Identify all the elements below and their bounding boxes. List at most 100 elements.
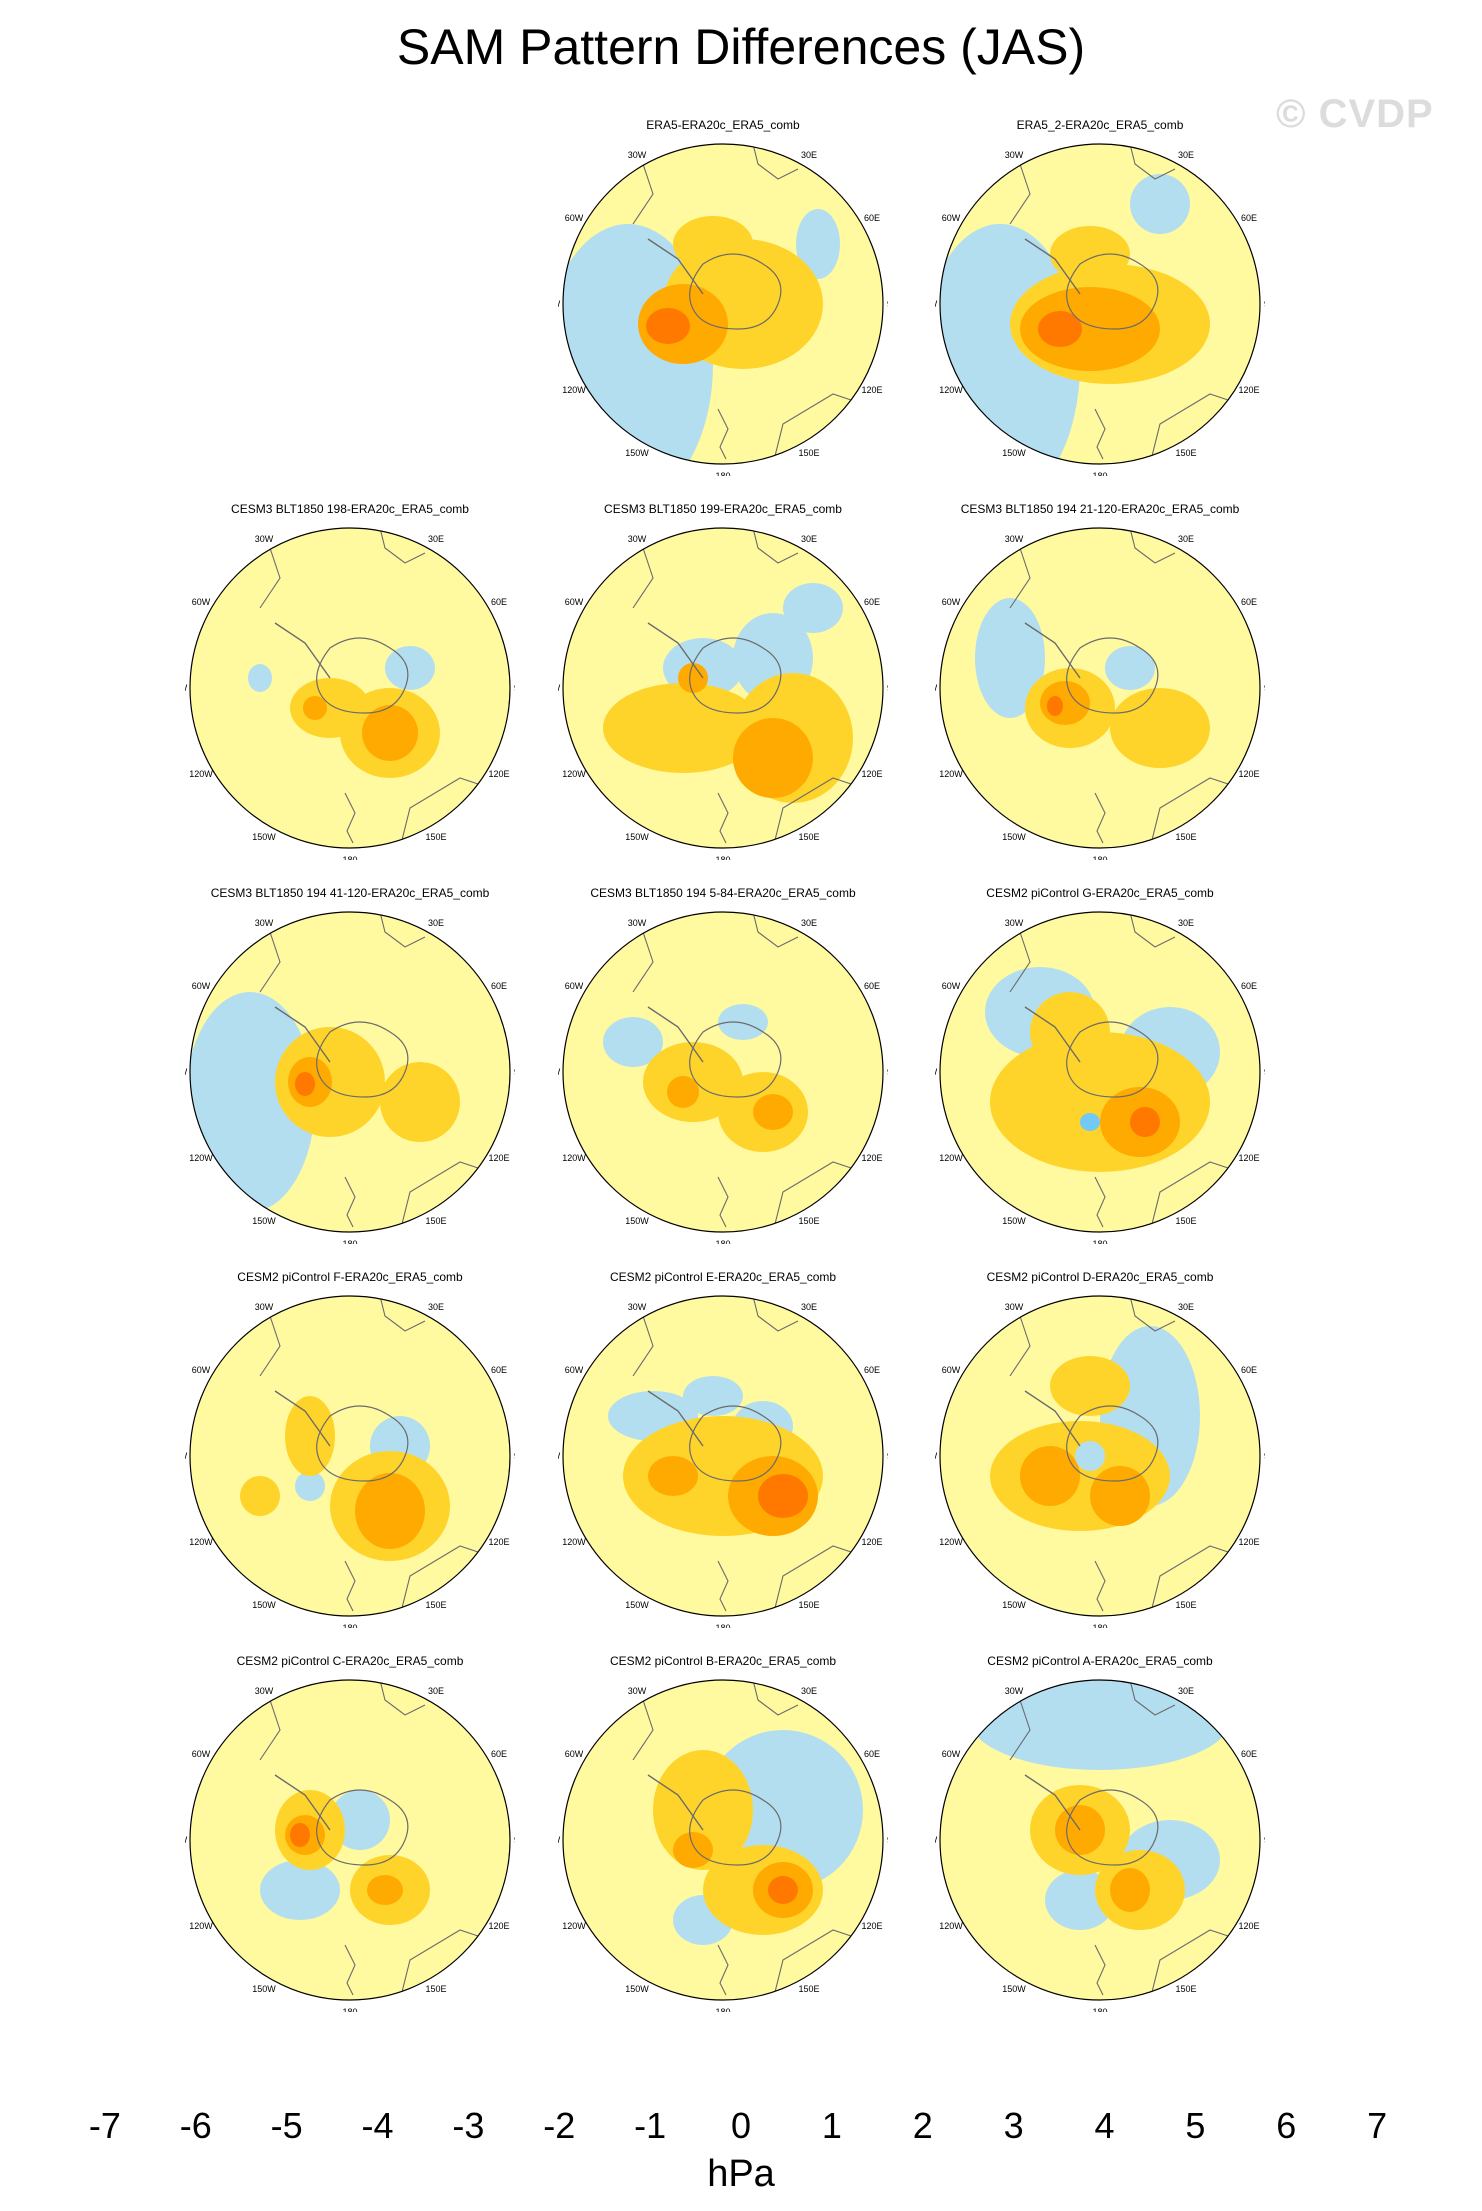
longitude-label: 30E (428, 1302, 444, 1312)
longitude-label: 60W (565, 213, 584, 223)
map-panel: ERA5-ERA20c_ERA5_comb 0 30E 60E 90E 120E 150E 1… (558, 118, 888, 476)
longitude-label: 60E (1241, 981, 1257, 991)
contour-fill (1020, 1446, 1080, 1506)
map-panel: CESM3 BLT1850 194 21-120-ERA20c_ERA5_com… (935, 502, 1265, 860)
longitude-label: 90E (1264, 683, 1265, 693)
contour-fill (768, 1876, 798, 1904)
new-zealand-coastline (344, 1944, 356, 1996)
africa-coastline (379, 912, 426, 948)
longitude-label: 180 (1092, 855, 1107, 860)
panel-title: CESM3 BLT1850 194 41-120-ERA20c_ERA5_com… (210, 886, 490, 900)
longitude-label: 0 (347, 520, 352, 521)
antarctica-coastline (689, 637, 782, 714)
longitude-label: 180 (1092, 471, 1107, 476)
polar-map: 0 30E 60E 90E 120E 150E 180 150W 120W 90W 60W 30W (558, 904, 888, 1244)
panel-title: CESM3 BLT1850 194 21-120-ERA20c_ERA5_com… (960, 502, 1240, 516)
longitude-label: 60W (942, 213, 961, 223)
cvdp-watermark: © CVDP (1276, 92, 1434, 136)
africa-coastline (752, 912, 799, 948)
longitude-label: 150E (425, 1984, 446, 1994)
polar-map: 0 30E 60E 90E 120E 150E 180 150W 120W 90W 60W 30W (558, 136, 888, 476)
panel-title: CESM2 piControl A-ERA20c_ERA5_comb (987, 1654, 1213, 1668)
colorbar-tick-label: 2 (912, 2105, 933, 2146)
polar-map: 0 30E 60E 90E 120E 150E 180 150W 120W 90W 60W 30W (935, 1672, 1265, 2012)
contour-fill (1038, 311, 1082, 347)
contour-fill (260, 1860, 340, 1920)
australia-coastline (399, 1161, 491, 1232)
longitude-label: 180 (342, 855, 357, 860)
longitude-label: 0 (720, 520, 725, 521)
longitude-label: 150W (625, 1984, 649, 1994)
longitude-label: 120W (189, 1921, 213, 1931)
longitude-label: 30E (1178, 1302, 1194, 1312)
new-zealand-coastline (717, 1944, 729, 1996)
antarctic-peninsula (274, 1774, 331, 1831)
longitude-label: 150E (798, 448, 819, 458)
longitude-label: 60E (864, 597, 880, 607)
longitude-label: 150W (1002, 1600, 1026, 1610)
contour-fill (678, 663, 708, 693)
longitude-label: 90W (558, 1067, 561, 1077)
contour-fill (646, 308, 690, 344)
longitude-label: 30W (255, 534, 274, 544)
longitude-label: 60E (491, 597, 507, 607)
longitude-label: 60E (1241, 597, 1257, 607)
longitude-label: 60E (491, 1365, 507, 1375)
longitude-label: 30E (801, 1686, 817, 1696)
antarctica-coastline (316, 1789, 409, 1866)
contour-fill (783, 583, 843, 633)
map-panel: CESM3 BLT1850 194 5-84-ERA20c_ERA5_comb 0… (558, 886, 888, 1244)
map-panel: CESM2 piControl A-ERA20c_ERA5_comb 0 30E 60… (935, 1654, 1265, 2012)
polar-map: 0 30E 60E 90E 120E 150E 180 150W 120W 90W 60W 30W (935, 904, 1265, 1244)
longitude-label: 90E (1264, 1835, 1265, 1845)
map-border (939, 143, 1261, 465)
polar-map: 0 30E 60E 90E 120E 150E 180 150W 120W 90W 60W 30W (558, 520, 888, 860)
polar-map: 0 30E 60E 90E 120E 150E 180 150W 120W 90W 60W 30W (558, 1288, 888, 1628)
contour-fill (975, 598, 1045, 718)
longitude-label: 90E (887, 683, 888, 693)
longitude-label: 90E (887, 1451, 888, 1461)
africa-coastline (1129, 1296, 1176, 1332)
map-border (562, 143, 884, 465)
panel-title: ERA5-ERA20c_ERA5_comb (646, 118, 800, 132)
longitude-label: 120W (189, 769, 213, 779)
contour-fill (1090, 1466, 1150, 1526)
antarctica-coastline (689, 1789, 782, 1866)
longitude-label: 90E (1264, 299, 1265, 309)
map-border (939, 911, 1261, 1233)
contour-fill (1110, 1868, 1150, 1912)
map-border (189, 527, 511, 849)
longitude-label: 30E (801, 918, 817, 928)
longitude-label: 60W (565, 597, 584, 607)
longitude-label: 150E (1175, 448, 1196, 458)
longitude-label: 90E (1264, 1067, 1265, 1077)
australia-coastline (1149, 1929, 1241, 2000)
contour-fill (240, 1476, 280, 1516)
australia-coastline (772, 393, 864, 464)
longitude-label: 150W (625, 832, 649, 842)
longitude-label: 180 (342, 1623, 357, 1628)
contour-fill (667, 1076, 699, 1108)
longitude-label: 60E (1241, 1365, 1257, 1375)
contour-fill (753, 1094, 793, 1130)
new-zealand-coastline (1094, 1560, 1106, 1612)
longitude-label: 0 (347, 1672, 352, 1673)
longitude-label: 120W (189, 1153, 213, 1163)
colorbar-tick-label: -7 (88, 2105, 121, 2146)
longitude-label: 60E (864, 1749, 880, 1759)
contour-fill (1110, 688, 1210, 768)
longitude-label: 150E (425, 1600, 446, 1610)
polar-map: 0 30E 60E 90E 120E 150E 180 150W 120W 90W 60W 30W (185, 1288, 515, 1628)
longitude-label: 180 (715, 471, 730, 476)
longitude-label: 120E (861, 769, 882, 779)
longitude-label: 120E (1238, 385, 1259, 395)
longitude-label: 60W (565, 981, 584, 991)
longitude-label: 60E (864, 213, 880, 223)
longitude-label: 90W (185, 683, 188, 693)
new-zealand-coastline (344, 792, 356, 844)
contour-fill (355, 1473, 425, 1549)
longitude-label: 90W (185, 1835, 188, 1845)
longitude-label: 30E (801, 534, 817, 544)
longitude-label: 150E (425, 1216, 446, 1226)
contour-fill (285, 1396, 335, 1476)
